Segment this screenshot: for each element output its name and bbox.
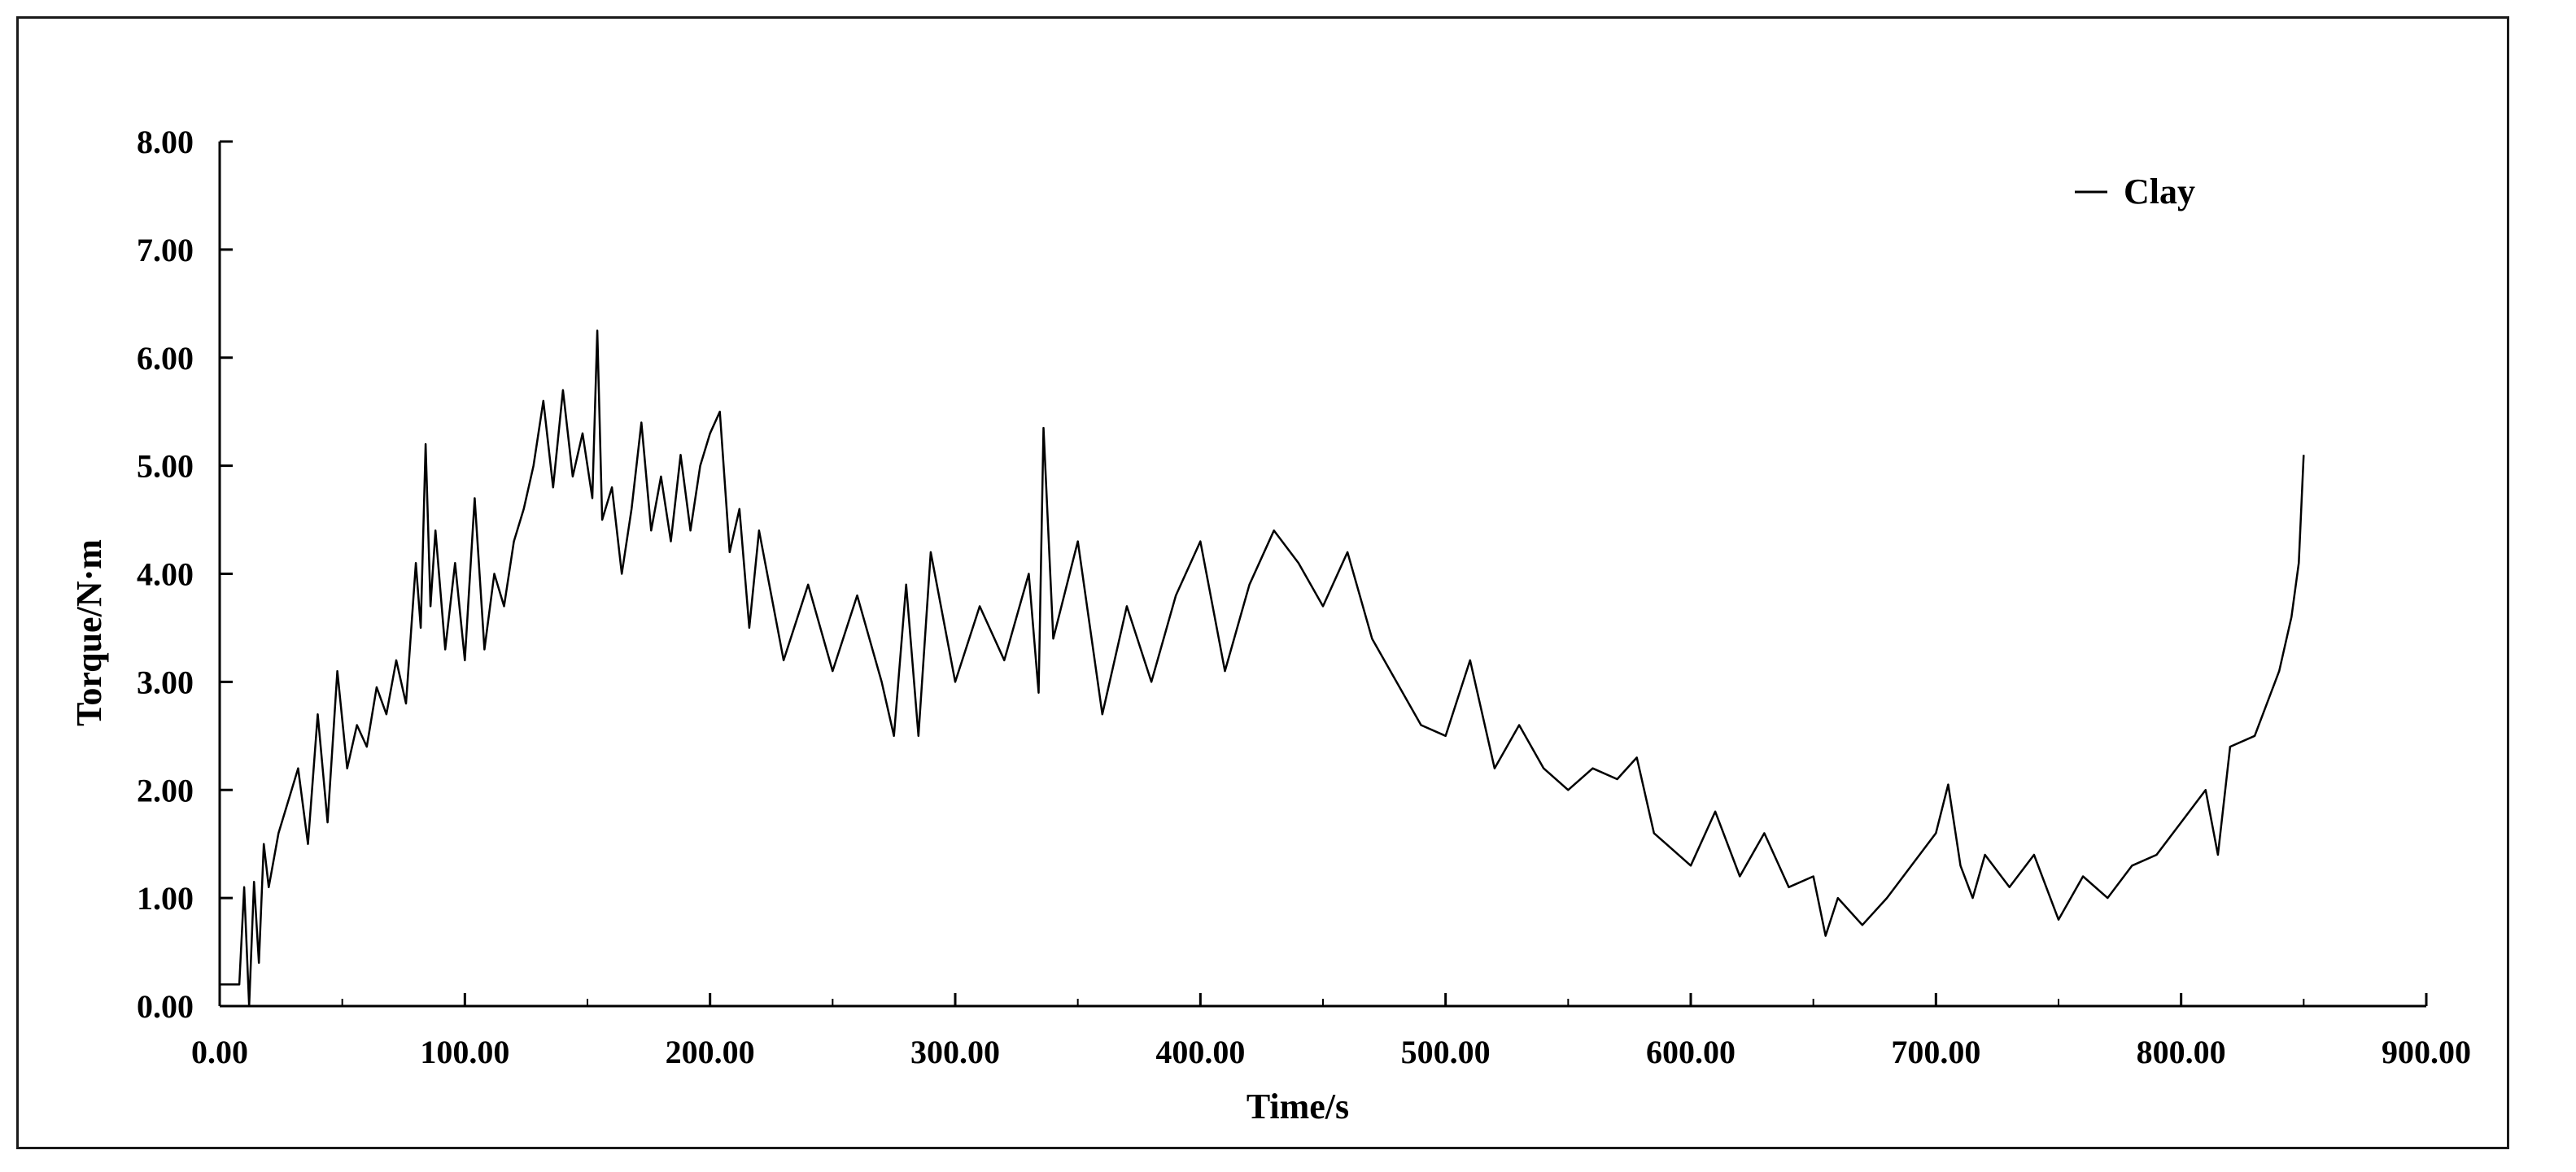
x-tick-label: 700.00 xyxy=(1891,1034,1980,1070)
x-tick-label: 300.00 xyxy=(910,1034,1000,1070)
x-tick-label: 200.00 xyxy=(666,1034,755,1070)
y-tick-label: 4.00 xyxy=(137,556,194,593)
x-tick-label: 400.00 xyxy=(1155,1034,1245,1070)
legend-label-clay: Clay xyxy=(2124,172,2195,211)
x-tick-label: 900.00 xyxy=(2382,1034,2471,1070)
x-axis-ticks: 0.00 100.00 200.00 300.00 400.00 500.00 600.00… xyxy=(191,993,2471,1070)
y-tick-label: 5.00 xyxy=(137,448,194,485)
x-tick-label: 500.00 xyxy=(1401,1034,1491,1070)
x-tick-label: 0.00 xyxy=(191,1034,248,1070)
y-tick-label: 0.00 xyxy=(137,988,194,1025)
legend: Clay xyxy=(2075,172,2195,211)
y-tick-label: 3.00 xyxy=(137,664,194,700)
y-tick-label: 1.00 xyxy=(137,880,194,917)
x-axis-title: Time/s xyxy=(1247,1087,1349,1126)
axes xyxy=(218,142,2426,1008)
y-tick-label: 6.00 xyxy=(137,340,194,377)
y-tick-label: 8.00 xyxy=(137,124,194,160)
x-tick-label: 600.00 xyxy=(1646,1034,1736,1070)
y-axis-ticks: 0.00 1.00 2.00 3.00 4.00 5.00 6.00 7.00 8.00 xyxy=(137,124,233,1025)
series-line-clay xyxy=(220,329,2305,1008)
y-tick-label: 7.00 xyxy=(137,232,194,268)
x-tick-label: 800.00 xyxy=(2137,1034,2226,1070)
x-tick-label: 100.00 xyxy=(420,1034,509,1070)
y-axis-title: Torque/N·m xyxy=(69,539,109,726)
y-tick-label: 2.00 xyxy=(137,772,194,808)
